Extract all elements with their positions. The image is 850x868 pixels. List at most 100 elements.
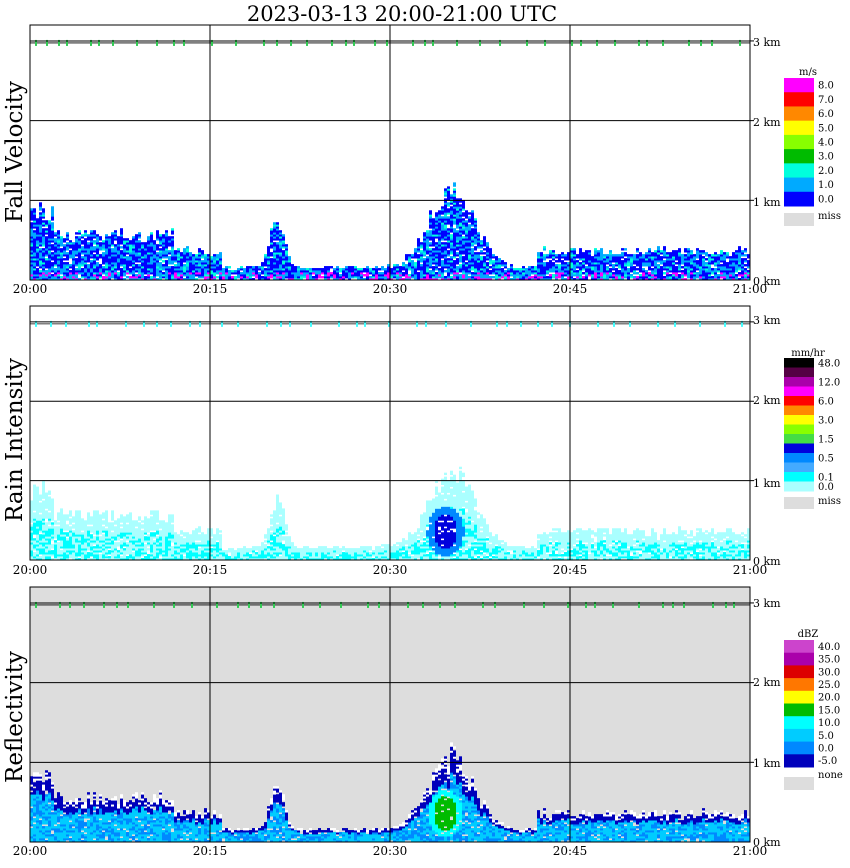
data-cell [426, 260, 429, 263]
data-cell [570, 266, 573, 269]
data-cell [717, 264, 720, 267]
data-cell [192, 550, 195, 553]
data-cell [471, 278, 474, 280]
data-cell [57, 274, 60, 277]
data-cell [144, 558, 147, 560]
data-cell [492, 254, 495, 257]
data-cell [654, 274, 657, 277]
data-cell [696, 274, 699, 277]
data-cell [600, 258, 603, 261]
data-cell [402, 278, 405, 280]
data-cell [123, 544, 126, 547]
data-cell [135, 552, 138, 555]
data-cell [126, 272, 129, 275]
data-cell [192, 534, 195, 537]
data-cell [138, 232, 141, 235]
data-cell [60, 550, 63, 553]
data-cell [69, 532, 72, 535]
data-cell [180, 270, 183, 273]
data-cell [285, 276, 288, 279]
data-cell [69, 514, 72, 517]
data-cell [117, 254, 120, 257]
data-cell [111, 266, 114, 269]
data-cell [93, 548, 96, 551]
data-cell [48, 274, 51, 277]
data-cell [189, 256, 192, 259]
data-cell [192, 258, 195, 261]
data-cell [219, 258, 222, 261]
data-cell [462, 248, 465, 251]
data-cell [393, 272, 396, 275]
data-cell [93, 240, 96, 243]
data-cell [444, 258, 447, 261]
data-cell [639, 270, 642, 273]
data-cell [195, 266, 198, 269]
data-cell [462, 258, 465, 261]
data-cell [591, 262, 594, 265]
data-cell [141, 558, 144, 560]
data-cell [51, 216, 54, 219]
data-cell [84, 536, 87, 539]
data-cell [153, 252, 156, 255]
data-cell [282, 264, 285, 267]
data-cell [423, 268, 426, 271]
data-cell [156, 542, 159, 545]
data-cell [261, 276, 264, 279]
data-cell [153, 540, 156, 543]
data-cell [630, 262, 633, 265]
data-cell [204, 260, 207, 263]
data-cell [36, 240, 39, 243]
data-cell [453, 214, 456, 217]
data-cell [84, 276, 87, 279]
data-cell [504, 262, 507, 265]
data-cell [120, 528, 123, 531]
data-cell [33, 484, 36, 487]
data-cell [447, 198, 450, 201]
data-cell [354, 270, 357, 273]
data-cell [435, 228, 438, 231]
data-cell [126, 252, 129, 255]
data-cell [687, 254, 690, 257]
data-cell [36, 246, 39, 249]
data-cell [117, 538, 120, 541]
data-cell [519, 276, 522, 279]
data-cell [123, 552, 126, 555]
data-cell [219, 262, 222, 265]
data-cell [489, 252, 492, 255]
data-cell [162, 522, 165, 525]
data-cell [165, 276, 168, 279]
data-cell [651, 260, 654, 263]
data-cell [165, 264, 168, 267]
data-cell [462, 272, 465, 275]
data-cell [111, 242, 114, 245]
data-cell [135, 528, 138, 531]
data-cell [198, 266, 201, 269]
data-fall-velocity [30, 39, 750, 280]
data-cell [123, 532, 126, 535]
data-cell [474, 224, 477, 227]
data-cell [492, 266, 495, 269]
data-cell [150, 520, 153, 523]
data-cell [72, 518, 75, 521]
data-cell [213, 272, 216, 275]
data-cell [438, 224, 441, 227]
data-cell [270, 246, 273, 249]
data-cell [126, 530, 129, 533]
data-cell [153, 516, 156, 519]
data-cell [648, 252, 651, 255]
data-cell [36, 228, 39, 231]
data-cell [351, 276, 354, 279]
data-cell [36, 510, 39, 513]
data-cell [423, 232, 426, 235]
data-cell [588, 252, 591, 255]
data-cell [54, 272, 57, 275]
data-cell [66, 516, 69, 519]
data-cell [114, 278, 117, 280]
data-cell [30, 232, 33, 235]
data-cell [702, 272, 705, 275]
data-cell [165, 274, 168, 277]
data-cell [345, 268, 348, 271]
data-cell [69, 538, 72, 541]
data-cell [180, 554, 183, 557]
data-cell [207, 544, 210, 547]
